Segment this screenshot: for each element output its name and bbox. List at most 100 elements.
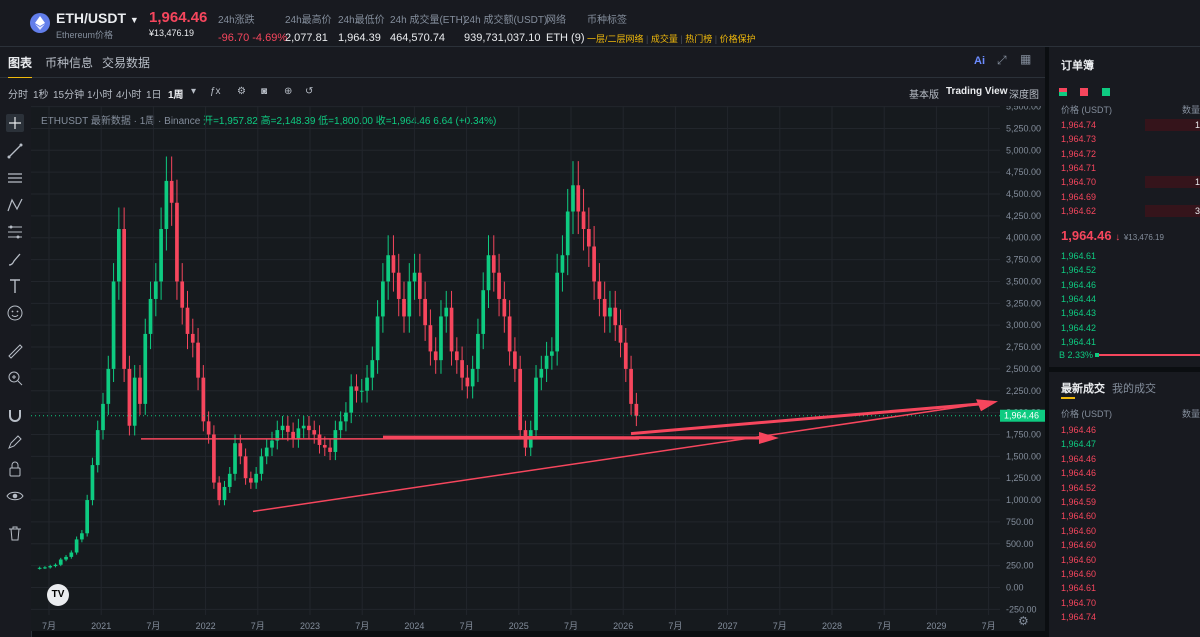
pattern-icon[interactable] — [6, 196, 24, 214]
x-tick-label: 2028 — [822, 621, 842, 631]
candle-body — [80, 533, 84, 540]
asks-only-icon[interactable] — [1080, 88, 1089, 96]
tab-recent-trades[interactable]: 最新成交 — [1061, 383, 1105, 395]
camera-icon[interactable]: ◙ — [261, 86, 268, 97]
bids-only-icon[interactable] — [1101, 88, 1110, 96]
candle-body — [550, 351, 554, 356]
bid-price[interactable]: 1,964.61 — [1061, 251, 1097, 261]
ruler-icon[interactable] — [6, 342, 24, 360]
emoji-icon[interactable] — [6, 304, 24, 322]
legend-symbol: ETHUSDT 最新数据 · 1周 · Binance — [41, 116, 201, 127]
lock-icon[interactable] — [6, 460, 24, 478]
view-depth[interactable]: 深度图 — [1009, 90, 1039, 101]
candle-body — [407, 281, 412, 317]
pair-selector[interactable]: ETH/USDT ▼ — [56, 10, 139, 26]
candle-body — [148, 298, 153, 334]
interval-1d[interactable]: 1日 — [146, 90, 162, 101]
x-tick-label: 7月 — [982, 621, 996, 631]
ask-price[interactable]: 1,964.74 — [1061, 120, 1097, 130]
interval-1s[interactable]: 1秒 — [33, 90, 49, 101]
trade-price: 1,964.52 — [1061, 482, 1097, 493]
last-price-tag — [1000, 409, 1045, 422]
text-icon[interactable] — [6, 277, 24, 295]
candle-body — [132, 377, 137, 426]
candle-body — [37, 567, 42, 569]
candle-body — [43, 567, 47, 569]
coin-tag[interactable]: 一层/二层网络 — [587, 34, 644, 44]
axis-settings-icon[interactable]: ⚙ — [1018, 614, 1029, 628]
interval-1w[interactable]: 1周 — [168, 90, 184, 101]
price-chart[interactable]: ETHUSDT 最新数据 · 1周 · Binance 开=1,957.82 高… — [31, 106, 1000, 631]
both-sides-icon[interactable] — [1059, 88, 1067, 96]
ai-button[interactable]: Ai — [974, 55, 985, 67]
candle-body — [275, 430, 280, 441]
bid-price[interactable]: 1,964.44 — [1061, 293, 1097, 304]
ask-price[interactable]: 1,964.62 — [1061, 205, 1097, 216]
ask-price[interactable]: 1,964.71 — [1061, 162, 1097, 173]
interval-15m[interactable]: 15分钟 — [53, 90, 85, 101]
orderbook-mode-icons — [1059, 85, 1110, 99]
stat-label: 24h 成交量(ETH) — [390, 15, 467, 26]
x-tick-label: 7月 — [251, 621, 265, 631]
bid-price[interactable]: 1,964.43 — [1061, 308, 1097, 319]
horizontal-lines-icon[interactable] — [6, 169, 24, 187]
ask-qty: 1 — [1194, 120, 1200, 130]
candle-body — [238, 443, 243, 457]
tab-my-trades[interactable]: 我的成交 — [1112, 383, 1156, 395]
candle-body — [249, 478, 253, 483]
ask-price[interactable]: 1,964.70 — [1061, 177, 1097, 188]
ask-price[interactable]: 1,964.69 — [1061, 191, 1097, 202]
add-icon[interactable]: ⊕ — [284, 86, 293, 97]
trend-line-icon[interactable] — [6, 142, 24, 160]
candle-body — [333, 430, 338, 452]
price-axis[interactable]: 5,500.00 5,250.00 5,000.00 4,750.00 4,500.00… — [1000, 102, 1045, 631]
trash-icon[interactable] — [6, 524, 24, 542]
coin-tag[interactable]: 成交量 — [650, 34, 678, 44]
undo-icon[interactable]: ↺ — [305, 86, 314, 97]
candle-body — [629, 368, 633, 404]
trade-price: 1,964.70 — [1061, 597, 1097, 608]
candle-body — [365, 377, 369, 391]
x-tick-label: 2021 — [91, 621, 111, 631]
ask-price[interactable]: 1,964.73 — [1061, 134, 1097, 145]
brush-icon[interactable] — [6, 250, 24, 268]
target-arrow-head — [976, 399, 998, 412]
eye-icon[interactable] — [6, 487, 24, 505]
bid-price[interactable]: 1,964.42 — [1061, 322, 1097, 333]
interval-1h[interactable]: 1小时 — [87, 90, 113, 101]
orderbook-col-qty: 数量 — [1181, 105, 1200, 115]
view-basic[interactable]: 基本版 — [909, 90, 939, 101]
bid-price[interactable]: 1,964.52 — [1061, 265, 1097, 276]
tab-trade-data[interactable]: 交易数据 — [102, 56, 151, 70]
interval-4h[interactable]: 4小时 — [116, 90, 142, 101]
view-tradingview[interactable]: Trading View — [946, 86, 1008, 97]
legend-open: 开=1,957.82 — [203, 116, 258, 127]
tab-chart[interactable]: 图表 — [8, 56, 33, 79]
interval-tick[interactable]: 分时 — [8, 90, 28, 101]
bid-price[interactable]: 1,964.41 — [1061, 336, 1097, 347]
time-axis[interactable]: 7月 2021 7月 2022 7月 2023 7月 2024 7月 2025 7月 2026 7月 20… — [31, 613, 1000, 637]
y-tick-label: 1,500.00 — [1006, 451, 1041, 461]
interval-chevron-down-icon[interactable]: ▾ — [191, 86, 197, 97]
zoom-in-icon[interactable] — [6, 369, 24, 387]
coin-tag[interactable]: 热门榜 — [685, 34, 713, 44]
fullscreen-icon[interactable]: ⤢ — [997, 53, 1007, 67]
pencil-lock-icon[interactable] — [6, 433, 24, 451]
fib-icon[interactable] — [6, 223, 24, 241]
bid-price[interactable]: 1,964.46 — [1061, 279, 1097, 290]
candle-body — [618, 325, 623, 343]
candle-body — [301, 425, 306, 429]
crosshair-icon[interactable] — [6, 114, 24, 132]
layout-grid-icon[interactable]: ▦ — [1020, 52, 1032, 66]
candle-body — [53, 564, 58, 567]
tab-coin-info[interactable]: 币种信息 — [45, 56, 94, 70]
candle-body — [117, 228, 121, 282]
magnet-icon[interactable] — [6, 406, 24, 424]
ask-price[interactable]: 1,964.72 — [1061, 148, 1097, 159]
candle-body — [402, 298, 406, 317]
coin-tag[interactable]: 价格保护 — [719, 34, 756, 44]
indicators-icon[interactable]: ƒx — [210, 86, 221, 97]
chart-settings-icon[interactable]: ⚙ — [237, 86, 246, 97]
ask-qty: 3 — [1194, 205, 1200, 216]
y-tick-label: 3,250.00 — [1006, 298, 1041, 308]
